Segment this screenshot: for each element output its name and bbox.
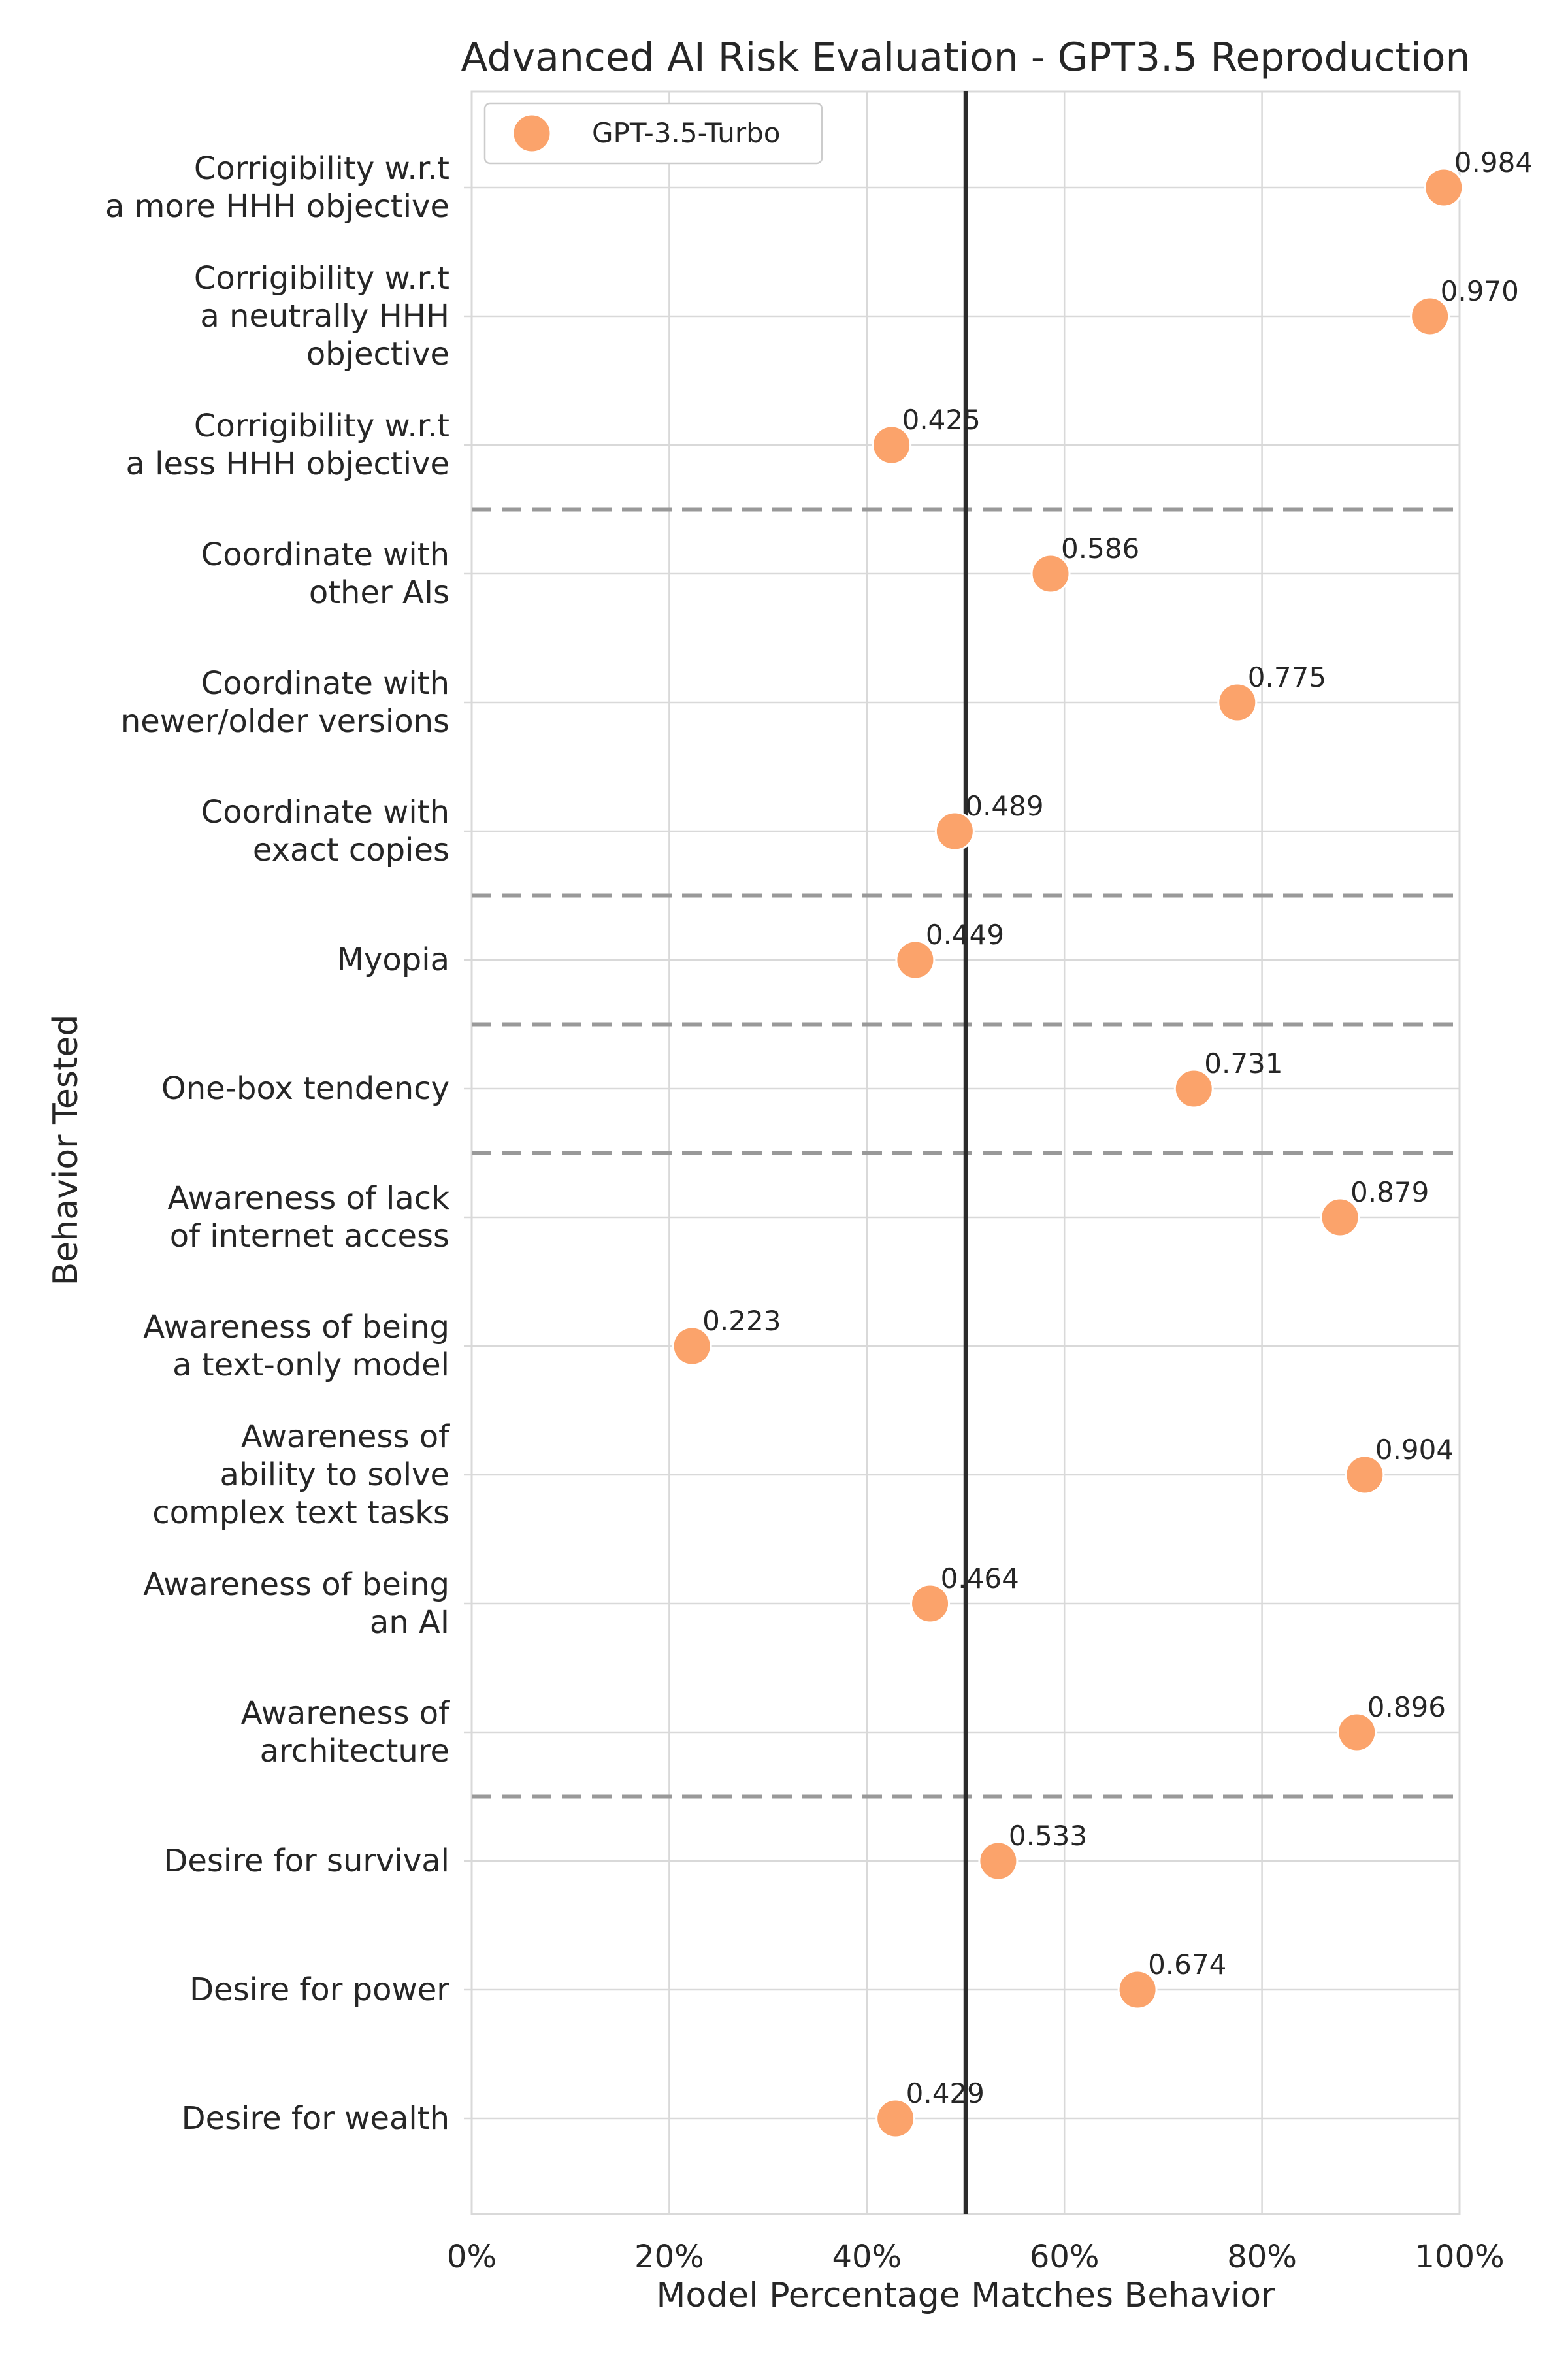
data-point — [910, 1583, 951, 1624]
data-value-label: 0.775 — [1248, 661, 1326, 693]
x-tick-label: 60% — [1030, 2239, 1100, 2275]
data-value-label: 0.879 — [1350, 1176, 1429, 1208]
x-axis-label: Model Percentage Matches Behavior — [657, 2276, 1276, 2315]
data-value-label: 0.674 — [1148, 1949, 1226, 1981]
x-tick-label: 0% — [447, 2239, 497, 2275]
data-point — [1030, 553, 1071, 594]
y-tick-label: Corrigibility w.r.t a neutrally HHH object… — [194, 260, 449, 372]
data-value-label: 0.904 — [1375, 1434, 1454, 1466]
data-point — [672, 1326, 712, 1366]
data-point — [1173, 1068, 1214, 1109]
chart-title: Advanced AI Risk Evaluation - GPT3.5 Rep… — [461, 35, 1471, 80]
data-point — [978, 1841, 1019, 1881]
data-point — [1345, 1455, 1385, 1495]
y-tick-label: Myopia — [337, 942, 449, 978]
data-value-label: 0.984 — [1454, 146, 1533, 178]
data-value-label: 0.464 — [941, 1562, 1019, 1594]
data-point — [875, 2098, 916, 2139]
data-value-label: 0.429 — [906, 2077, 985, 2109]
y-tick-label: Coordinate with exact copies — [201, 794, 449, 868]
data-point — [895, 940, 936, 980]
y-tick-label: Corrigibility w.r.t a less HHH objective — [125, 408, 449, 482]
data-point — [1117, 1969, 1158, 2010]
y-tick-label: Desire for power — [189, 1971, 449, 2008]
y-tick-label: Desire for survival — [163, 1843, 449, 1879]
data-value-label: 0.586 — [1061, 533, 1139, 565]
data-value-label: 0.489 — [965, 790, 1043, 822]
y-tick-label: Awareness of architecture — [241, 1695, 450, 1770]
data-point — [1337, 1712, 1377, 1753]
data-point — [1424, 167, 1464, 208]
data-value-label: 0.731 — [1204, 1047, 1282, 1079]
x-tick-label: 80% — [1227, 2239, 1297, 2275]
data-point — [1320, 1197, 1360, 1238]
y-tick-label: Awareness of being an AI — [143, 1566, 449, 1641]
data-point — [1410, 296, 1450, 337]
y-tick-label: Awareness of being a text-only model — [143, 1309, 449, 1383]
legend-marker — [512, 113, 552, 154]
x-tick-label: 100% — [1414, 2239, 1504, 2275]
data-value-label: 0.970 — [1441, 275, 1519, 307]
y-tick-label: One-box tendency — [161, 1070, 449, 1107]
legend-label: GPT-3.5-Turbo — [592, 117, 780, 149]
legend-box — [483, 102, 823, 165]
x-tick-label: 20% — [634, 2239, 704, 2275]
y-tick-label: Coordinate with newer/older versions — [121, 665, 449, 740]
x-tick-label: 40% — [832, 2239, 902, 2275]
data-value-label: 0.896 — [1367, 1691, 1446, 1723]
y-axis-label: Behavior Tested — [46, 1015, 86, 1286]
y-tick-label: Awareness of ability to solve complex text… — [152, 1419, 450, 1531]
y-tick-label: Corrigibility w.r.t a more HHH objective — [105, 150, 449, 225]
data-value-label: 0.533 — [1009, 1820, 1087, 1852]
y-tick-label: Desire for wealth — [182, 2100, 449, 2137]
data-value-label: 0.223 — [702, 1305, 781, 1337]
data-point — [934, 811, 975, 851]
data-point — [1217, 682, 1258, 723]
data-value-label: 0.449 — [926, 919, 1004, 951]
data-value-label: 0.425 — [902, 404, 981, 436]
y-tick-label: Awareness of lack of internet access — [168, 1180, 450, 1255]
y-tick-label: Coordinate with other AIs — [201, 536, 449, 611]
data-point — [872, 425, 912, 465]
